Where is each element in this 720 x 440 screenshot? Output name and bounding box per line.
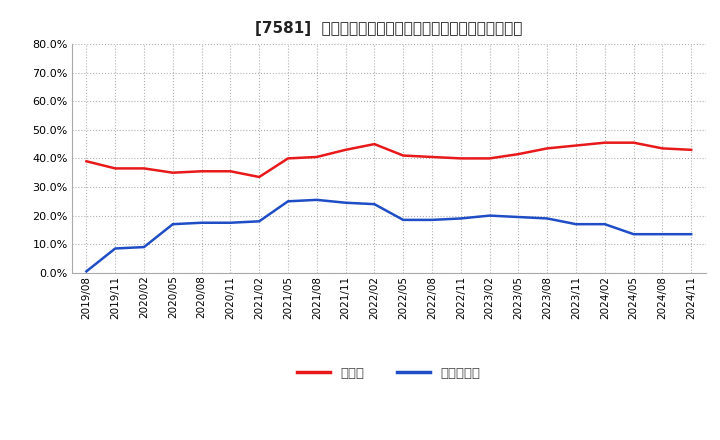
Title: [7581]  現預金、有利子負債の総資産に対する比率の推移: [7581] 現預金、有利子負債の総資産に対する比率の推移 bbox=[255, 21, 523, 36]
Legend: 現預金, 有利子負債: 現預金, 有利子負債 bbox=[292, 362, 486, 385]
